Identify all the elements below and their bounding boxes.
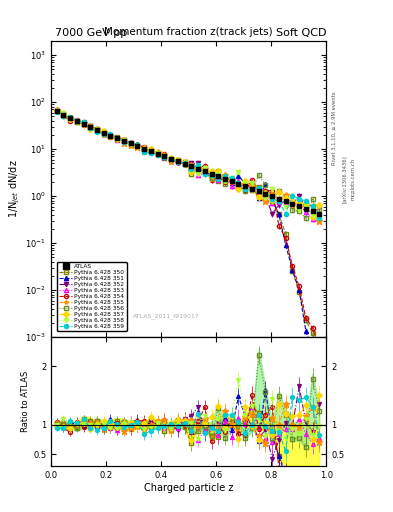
Text: ATLAS_2011_I919017: ATLAS_2011_I919017 — [133, 314, 200, 319]
X-axis label: Charged particle z: Charged particle z — [144, 482, 233, 493]
Text: Soft QCD: Soft QCD — [276, 28, 326, 38]
Title: Momentum fraction z(track jets): Momentum fraction z(track jets) — [104, 28, 273, 37]
Y-axis label: 1/N$_{jet}$ dN/dz: 1/N$_{jet}$ dN/dz — [8, 160, 22, 219]
Text: [arXiv:1306.3436]: [arXiv:1306.3436] — [342, 155, 347, 203]
Text: Rivet 3.1.10, ≥ 2.9M events: Rivet 3.1.10, ≥ 2.9M events — [332, 91, 337, 165]
Text: 7000 GeV pp: 7000 GeV pp — [55, 28, 127, 38]
Y-axis label: Ratio to ATLAS: Ratio to ATLAS — [21, 371, 30, 432]
Text: mcplots.cern.ch: mcplots.cern.ch — [351, 158, 356, 200]
Legend: ATLAS, Pythia 6.428 350, Pythia 6.428 351, Pythia 6.428 352, Pythia 6.428 353, P: ATLAS, Pythia 6.428 350, Pythia 6.428 35… — [57, 262, 127, 331]
